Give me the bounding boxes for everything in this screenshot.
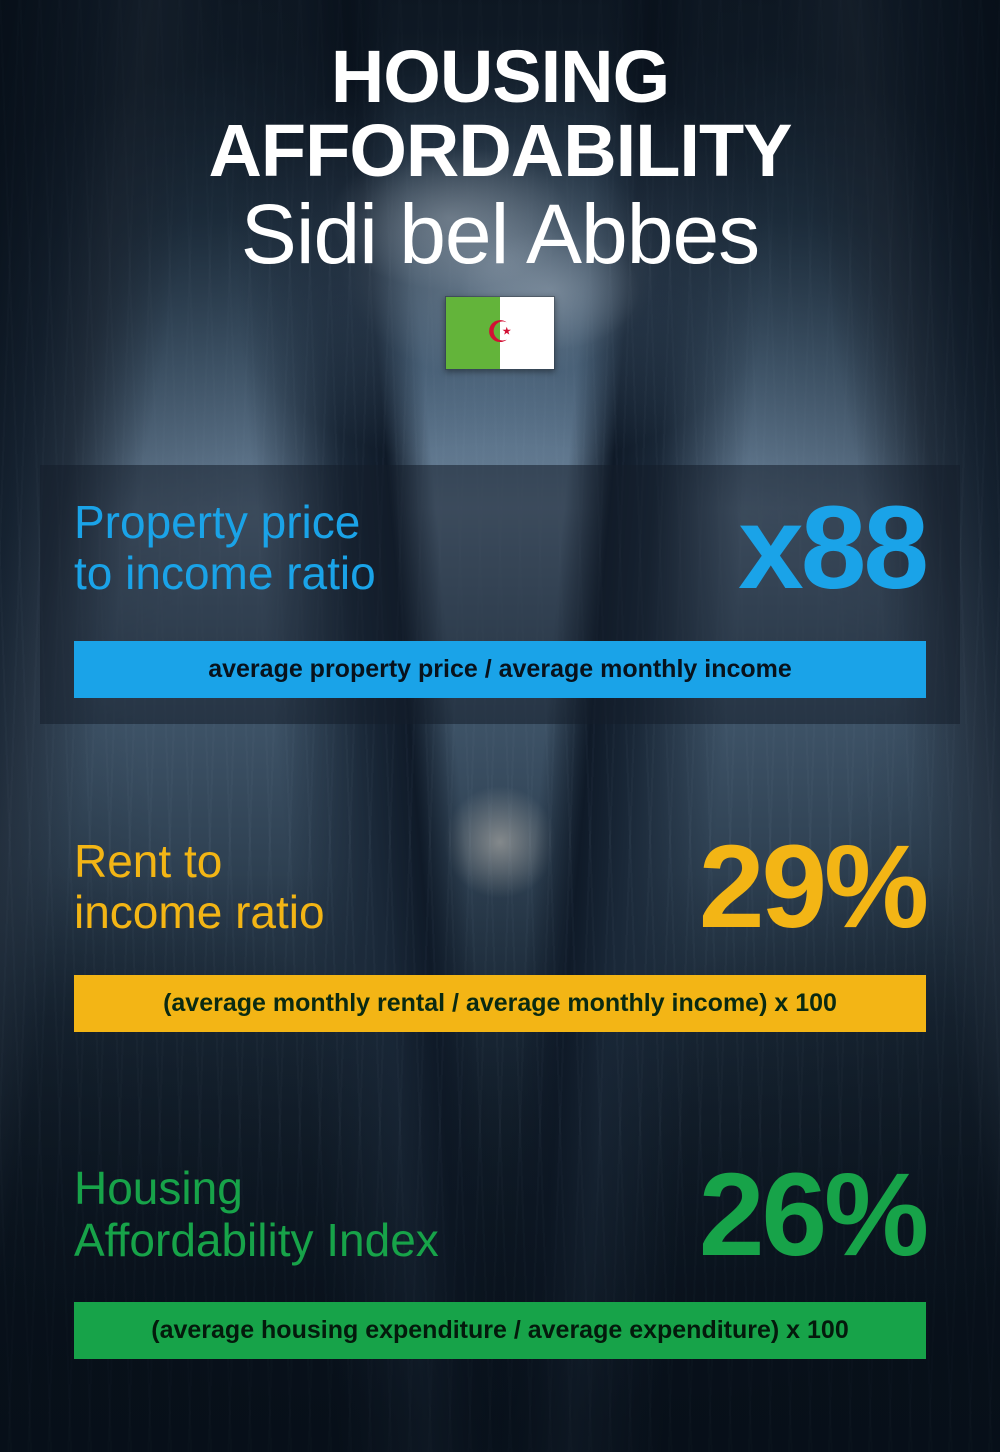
metric-label-line1: Housing [74, 1162, 243, 1214]
infographic-content: HOUSING AFFORDABILITY Sidi bel Abbes ☪︎ … [0, 0, 1000, 1452]
metric-label: Property price to income ratio [74, 497, 376, 600]
metric-label-line1: Rent to [74, 835, 222, 887]
metric-label-line2: Affordability Index [74, 1214, 439, 1266]
metric-label: Housing Affordability Index [74, 1163, 439, 1266]
metric-label: Rent to income ratio [74, 836, 325, 939]
metric-label-line1: Property price [74, 496, 360, 548]
metric-section-hai: Housing Affordability Index 26% (average… [40, 1162, 960, 1359]
metric-row: Rent to income ratio 29% [74, 834, 926, 940]
metric-value: 29% [699, 834, 926, 940]
metric-row: Property price to income ratio x88 [74, 495, 926, 601]
formula-bar: (average housing expenditure / average e… [74, 1302, 926, 1359]
metric-label-line2: to income ratio [74, 547, 376, 599]
formula-bar: average property price / average monthly… [74, 641, 926, 698]
subtitle-city: Sidi bel Abbes [40, 190, 960, 278]
algeria-flag-icon: ☪︎ [445, 296, 555, 370]
main-title: HOUSING AFFORDABILITY [40, 40, 960, 188]
metric-label-line2: income ratio [74, 886, 325, 938]
formula-bar: (average monthly rental / average monthl… [74, 975, 926, 1032]
metric-section-rent: Rent to income ratio 29% (average monthl… [40, 834, 960, 1031]
metric-value: 26% [699, 1162, 926, 1268]
metric-card-property-price: Property price to income ratio x88 avera… [40, 465, 960, 724]
metric-value: x88 [738, 495, 926, 601]
header-block: HOUSING AFFORDABILITY Sidi bel Abbes ☪︎ [40, 40, 960, 375]
metric-row: Housing Affordability Index 26% [74, 1162, 926, 1268]
